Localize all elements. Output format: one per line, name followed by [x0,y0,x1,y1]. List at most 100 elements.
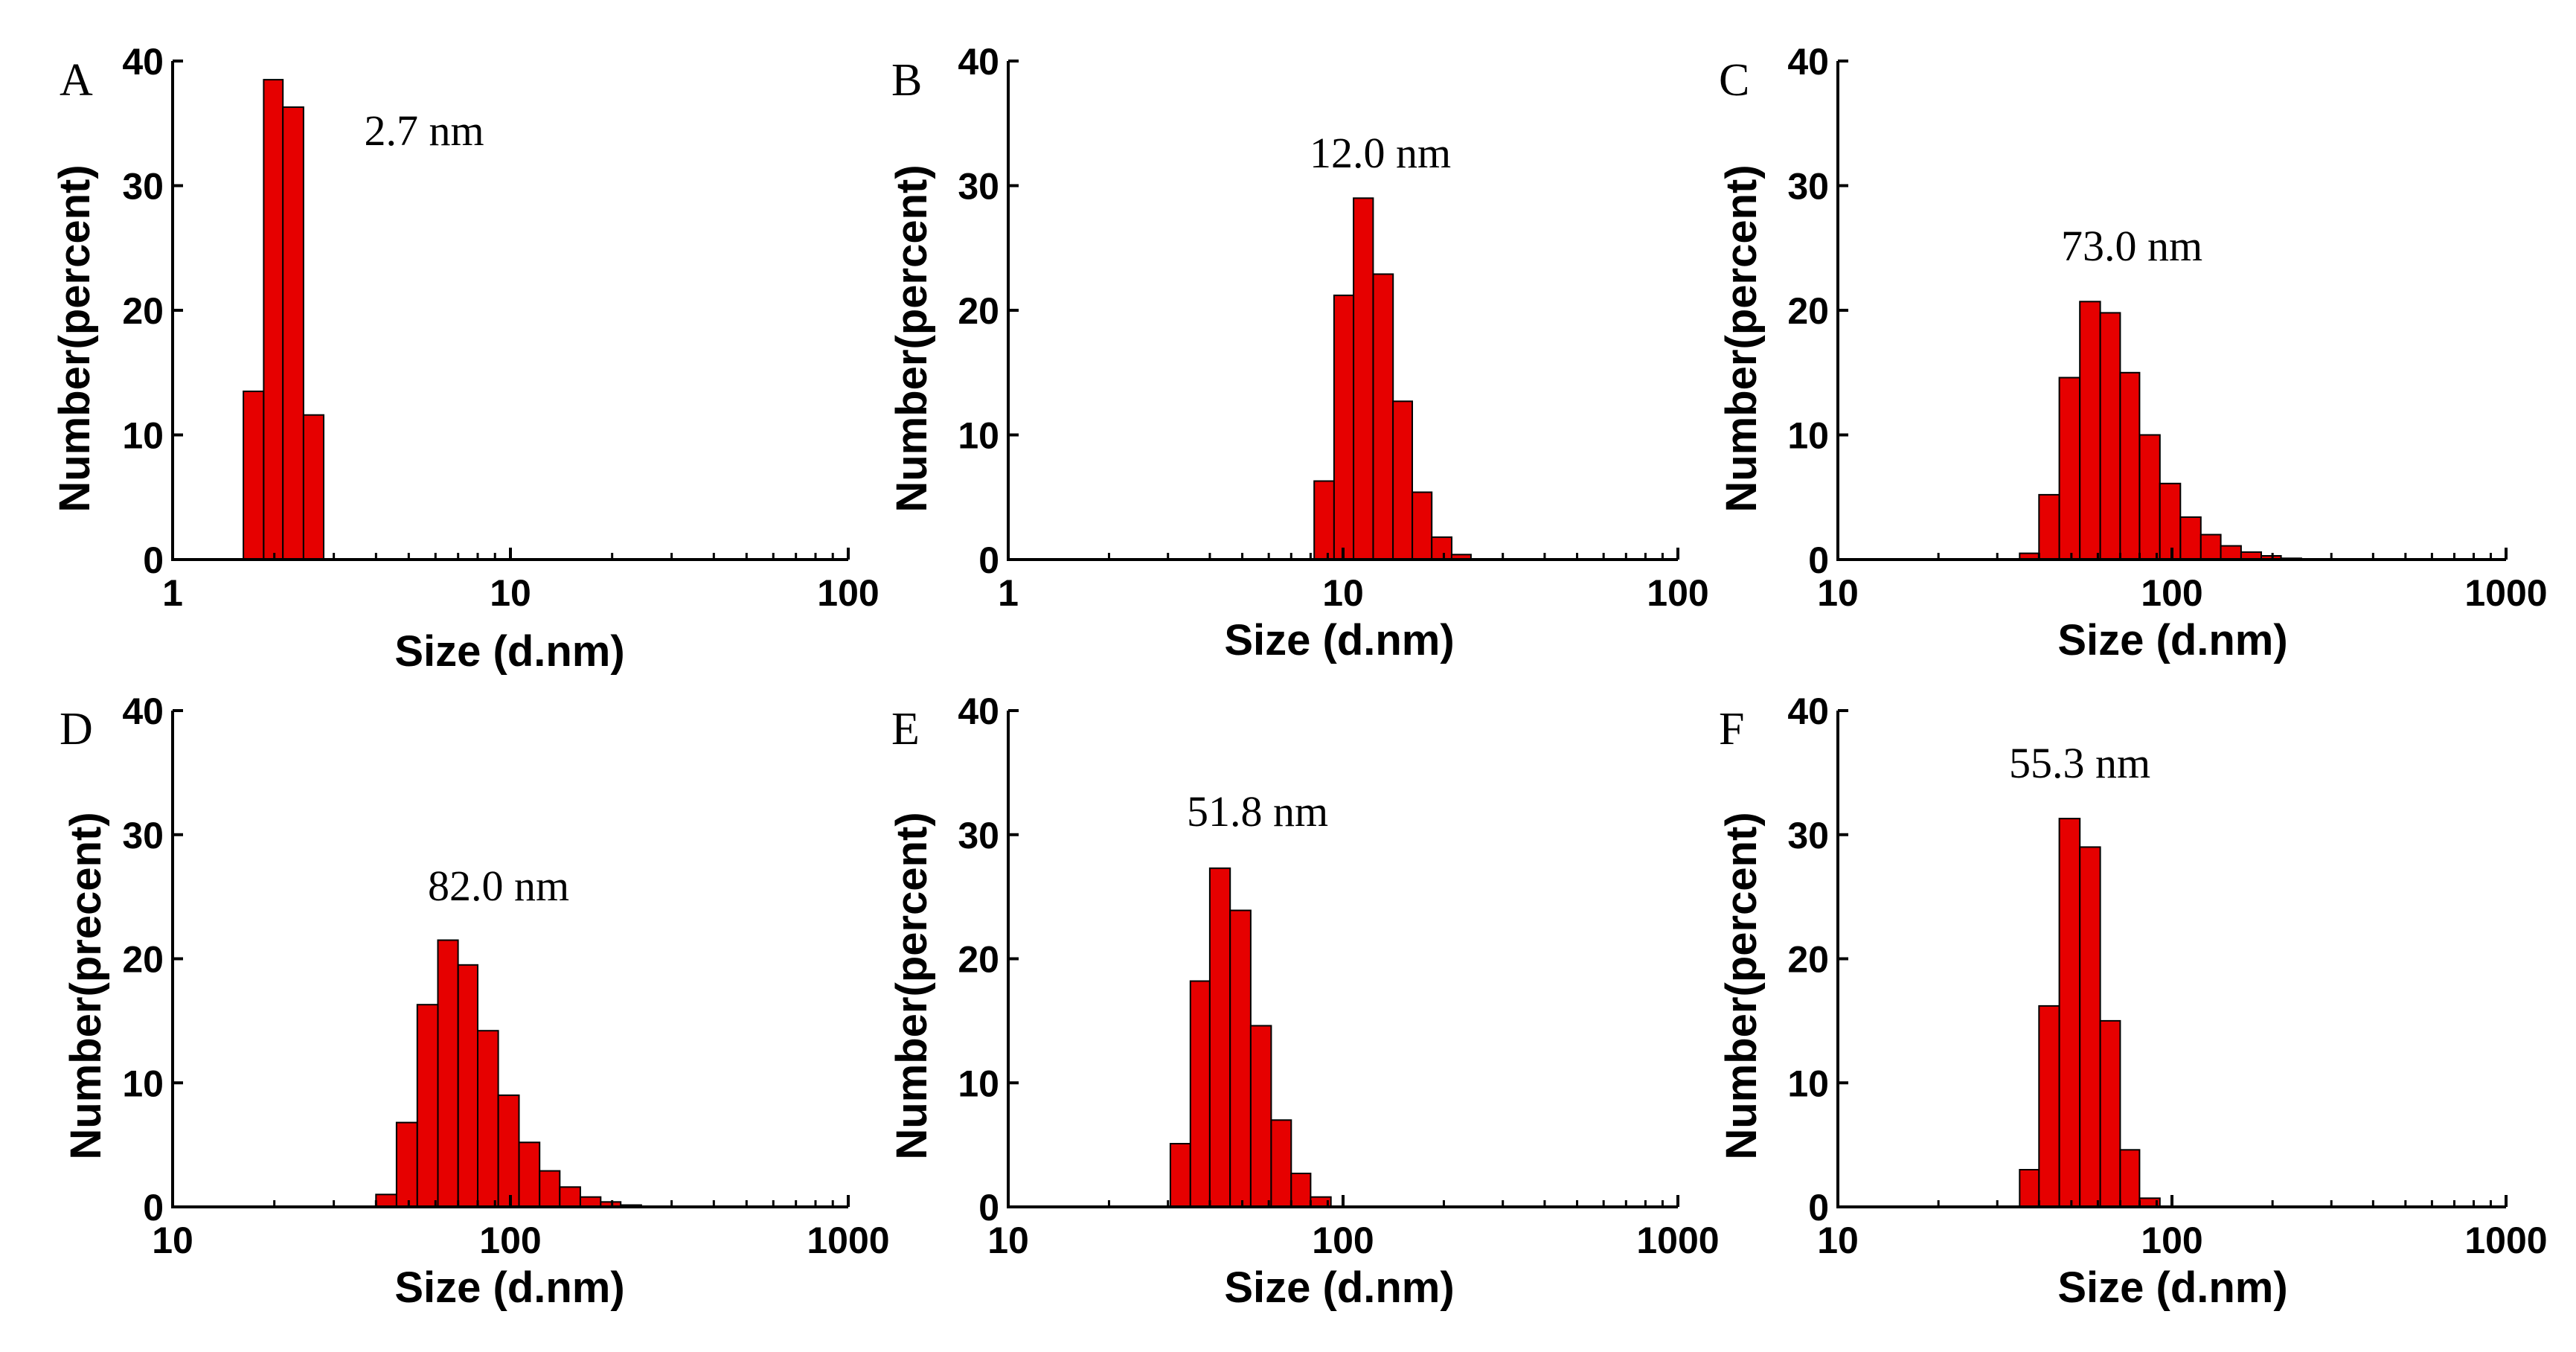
x-axis-label-a: Size (d.nm) [394,627,624,676]
bar-c-5 [2119,371,2141,561]
y-tick-label-f-4: 40 [1787,691,1829,732]
peak-label-a: 2.7 nm [364,106,484,155]
x-tick-label-b-0: 1 [998,572,1019,614]
bar-b-1 [1333,294,1355,560]
bar-f-5 [2119,1149,2141,1208]
bar-c-7 [2159,482,2182,560]
bar-f-2 [2058,818,2081,1208]
bar-e-2 [1208,867,1231,1208]
x-tick-label-e-1: 100 [1312,1220,1374,1261]
y-tick-label-b-4: 40 [958,41,999,83]
x-axis-label-f: Size (d.nm) [2057,1263,2287,1312]
bar-d-4 [457,964,479,1208]
y-tick-label-a-1: 10 [122,415,164,457]
x-axis-label-b: Size (d.nm) [1224,616,1454,664]
bar-c-2 [2058,377,2081,560]
y-tick-label-f-0: 0 [1808,1187,1829,1228]
peak-label-b: 12.0 nm [1310,129,1451,177]
y-tick-label-b-3: 30 [958,166,999,208]
bar-c-9 [2199,534,2222,560]
y-tick-label-a-4: 40 [122,41,164,83]
y-tick-label-d-2: 20 [122,939,164,981]
x-tick-label-e-0: 10 [987,1220,1029,1261]
bar-b-0 [1313,480,1335,560]
bar-d-0 [375,1194,397,1208]
x-tick-label-f-1: 100 [2141,1220,2202,1261]
peak-label-d: 82.0 nm [428,862,569,910]
bar-b-4 [1392,400,1413,560]
x-axis-label-d: Size (d.nm) [394,1263,624,1312]
y-tick-label-d-0: 0 [143,1187,164,1228]
y-tick-label-c-3: 30 [1787,166,1829,208]
x-tick-label-c-1: 100 [2141,572,2202,614]
y-tick-label-b-1: 10 [958,415,999,457]
x-tick-label-f-0: 10 [1817,1220,1859,1261]
y-tick-label-b-0: 0 [978,539,999,581]
bar-e-1 [1189,980,1211,1208]
bar-f-0 [2019,1169,2040,1208]
y-tick-label-f-1: 10 [1787,1063,1829,1104]
bar-f-4 [2099,1019,2121,1208]
x-tick-label-c-2: 1000 [2464,572,2547,614]
y-axis-label-e: Number(percent) [888,812,936,1159]
bar-d-3 [437,939,459,1208]
panel-letter-f: F [1719,704,1744,755]
y-tick-label-e-2: 20 [958,939,999,981]
x-axis-label-c: Size (d.nm) [2057,616,2287,664]
bar-c-3 [2079,301,2101,560]
panel-letter-a: A [60,55,93,106]
y-tick-label-b-2: 20 [958,290,999,332]
peak-label-c: 73.0 nm [2061,222,2202,270]
bar-a-3 [302,414,324,561]
bar-d-2 [416,1004,439,1208]
x-axis-label-e: Size (d.nm) [1224,1263,1454,1312]
y-tick-label-e-1: 10 [958,1063,999,1104]
y-tick-label-d-4: 40 [122,691,164,732]
bar-b-2 [1353,197,1374,561]
panel-b: B 12.0 nm 0 10 20 30 40 1 10 100 Size (d.nm) Nu… [888,41,1709,664]
x-tick-label-d-1: 100 [479,1220,541,1261]
bar-d-5 [477,1030,499,1208]
bar-a-0 [243,390,265,561]
y-tick-label-c-1: 10 [1787,415,1829,457]
y-tick-label-e-3: 30 [958,815,999,856]
x-tick-label-a-2: 100 [817,572,879,614]
bar-a-1 [263,79,284,561]
bar-e-4 [1249,1025,1272,1208]
x-tick-label-c-0: 10 [1817,572,1859,614]
x-tick-label-b-2: 100 [1647,572,1708,614]
bar-d-9 [559,1186,581,1208]
panel-a: A 2.7 nm 0 10 20 30 40 1 10 100 Size (d.nm) Num… [51,41,880,676]
x-tick-label-a-0: 1 [162,572,183,614]
panel-letter-b: B [891,55,922,106]
y-tick-label-f-2: 20 [1787,939,1829,981]
bar-d-6 [497,1094,520,1208]
y-tick-label-a-0: 0 [143,539,164,581]
y-tick-label-f-3: 30 [1787,815,1829,856]
y-tick-label-a-2: 20 [122,290,164,332]
y-tick-label-e-4: 40 [958,691,999,732]
bar-e-6 [1290,1173,1312,1208]
y-tick-label-a-3: 30 [122,166,164,208]
bar-b-3 [1372,273,1394,560]
y-axis-label-c: Number(percent) [1717,164,1766,512]
bar-c-1 [2038,493,2060,561]
x-tick-label-f-2: 1000 [2464,1220,2547,1261]
bar-e-0 [1169,1143,1191,1208]
bar-b-6 [1431,536,1452,561]
bar-a-2 [282,106,304,560]
y-tick-label-c-4: 40 [1787,41,1829,83]
bar-e-3 [1229,909,1252,1208]
panel-letter-c: C [1719,55,1749,106]
x-tick-label-d-2: 1000 [807,1220,889,1261]
bar-f-3 [2079,846,2101,1208]
bar-d-7 [518,1141,541,1208]
y-tick-label-c-2: 20 [1787,290,1829,332]
y-axis-label-b: Number(percent) [888,164,936,512]
y-axis-label-f: Number(percent) [1717,812,1766,1159]
x-tick-label-d-0: 10 [152,1220,193,1261]
x-tick-label-b-1: 10 [1322,572,1364,614]
